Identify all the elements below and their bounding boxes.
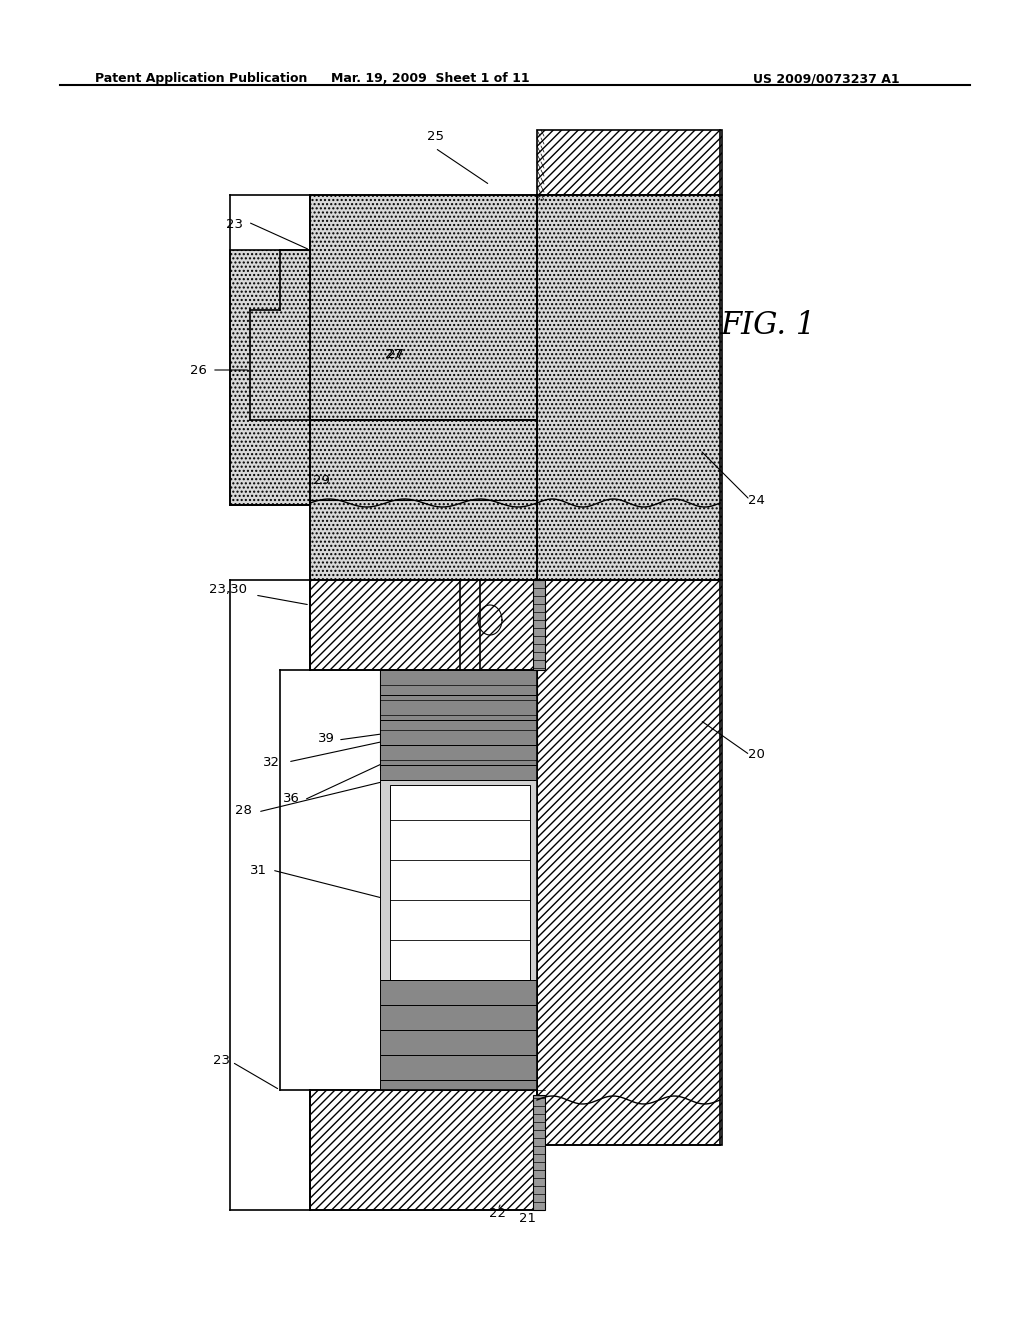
Bar (380, 766, 537, 780)
Text: Mar. 19, 2009  Sheet 1 of 11: Mar. 19, 2009 Sheet 1 of 11 (331, 73, 529, 84)
Text: 22: 22 (488, 1206, 506, 1220)
Bar (230, 249, 310, 506)
Text: 36: 36 (283, 792, 300, 804)
Bar (380, 671, 537, 690)
Bar (310, 195, 537, 420)
Bar (310, 579, 537, 671)
Bar (380, 1080, 537, 1090)
Bar (380, 690, 537, 710)
Text: 27: 27 (384, 348, 401, 362)
Bar (390, 785, 530, 979)
Bar (380, 1005, 537, 1030)
Bar (380, 744, 537, 766)
Text: 32: 32 (263, 755, 280, 768)
Bar (537, 129, 722, 195)
Text: 27: 27 (386, 348, 403, 362)
Bar (537, 579, 722, 1144)
Bar (534, 579, 545, 671)
Text: 20: 20 (748, 748, 765, 762)
Bar (310, 420, 537, 579)
Bar (310, 195, 537, 420)
Bar (380, 730, 537, 750)
Bar (310, 1090, 537, 1210)
Text: 23: 23 (213, 1053, 230, 1067)
Text: US 2009/0073237 A1: US 2009/0073237 A1 (754, 73, 900, 84)
Text: 23: 23 (226, 218, 243, 231)
Bar (310, 420, 537, 579)
Bar (380, 710, 537, 730)
Text: 26: 26 (190, 363, 207, 376)
Bar (380, 979, 537, 1005)
Text: 29: 29 (313, 474, 330, 487)
Text: 39: 39 (318, 731, 335, 744)
Text: Patent Application Publication: Patent Application Publication (95, 73, 307, 84)
Text: FIG. 1: FIG. 1 (720, 310, 815, 341)
Text: 25: 25 (427, 129, 443, 143)
Text: 28: 28 (236, 804, 252, 817)
Text: 23,30: 23,30 (209, 583, 247, 597)
Text: 24: 24 (748, 494, 765, 507)
Bar (380, 1030, 537, 1055)
Bar (380, 750, 537, 770)
Bar (380, 780, 537, 979)
Bar (380, 719, 537, 744)
Bar (537, 195, 722, 579)
Bar (380, 1055, 537, 1080)
Text: 31: 31 (250, 863, 267, 876)
Bar (230, 249, 310, 506)
Text: 21: 21 (518, 1212, 536, 1225)
Bar (380, 671, 537, 696)
Bar (534, 1096, 545, 1210)
Bar (537, 195, 722, 579)
Bar (380, 696, 537, 719)
